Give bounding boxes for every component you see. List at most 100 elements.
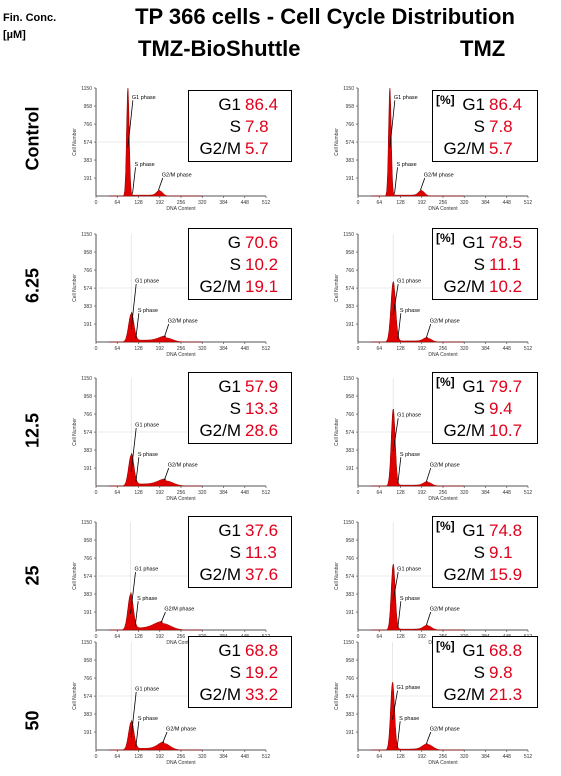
y-tick-label: 1150 <box>343 520 354 526</box>
x-tick-label: 384 <box>481 490 490 496</box>
histogram-panel: 191 383 574 766 958 1150 0 64 128 192 256 320 384 448… <box>334 376 533 502</box>
g1-annotation: G1 phase <box>397 413 421 419</box>
phase-stat-row: S 9.1 <box>433 542 537 564</box>
g1-annotation-arrow <box>130 428 137 473</box>
x-tick-label: 512 <box>262 754 271 760</box>
y-tick-label: 958 <box>346 250 355 256</box>
y-tick-label: 766 <box>346 412 355 418</box>
histogram-panel: 191 383 574 766 958 1150 0 64 128 192 256 320 384 448… <box>72 376 270 502</box>
phase-stat-row: G2/M 19.1 <box>189 276 291 298</box>
percent-unit: [%] <box>436 519 455 533</box>
x-tick-label: 0 <box>357 346 360 352</box>
g2m-annotation: G2/M phase <box>168 463 198 469</box>
x-tick-label: 448 <box>503 200 512 206</box>
phase-value: 19.2 <box>245 663 279 682</box>
x-tick-label: 512 <box>524 346 533 352</box>
y-axis-label: Cell Number <box>334 274 340 302</box>
phase-stat-row: G2/M 33.2 <box>189 684 291 706</box>
phase-name: G2/M <box>443 685 485 704</box>
x-tick-label: 64 <box>114 200 120 206</box>
x-axis-label: DNA Content <box>166 352 196 358</box>
y-tick-label: 958 <box>84 658 93 664</box>
g1-annotation-arrow <box>392 690 398 720</box>
s-annotation-arrow <box>397 601 402 628</box>
histogram-fill <box>109 311 203 343</box>
x-tick-label: 64 <box>376 490 382 496</box>
x-tick-label: 192 <box>156 634 165 640</box>
phase-value: 37.6 <box>245 565 279 584</box>
x-tick-label: 448 <box>241 754 250 760</box>
y-tick-label: 958 <box>346 104 355 110</box>
y-tick-label: 1150 <box>343 86 354 92</box>
phase-name: S <box>473 663 485 682</box>
phase-stat-row: S 13.3 <box>189 398 291 420</box>
histogram-fill <box>109 591 203 631</box>
phase-stat-row: G1 86.4 <box>189 94 291 116</box>
x-tick-label: 64 <box>114 754 120 760</box>
x-tick-label: 256 <box>177 634 186 640</box>
x-tick-label: 320 <box>198 200 207 206</box>
phase-stat-row: G2/M 28.6 <box>189 420 291 442</box>
phase-value: 9.8 <box>489 663 513 682</box>
x-tick-label: 0 <box>357 200 360 206</box>
g1-annotation: G1 phase <box>135 279 159 285</box>
s-annotation-arrow <box>394 167 398 194</box>
fin-conc-label: Fin. Conc. [µM] <box>3 10 83 44</box>
y-tick-label: 574 <box>346 140 355 146</box>
y-axis-label: Cell Number <box>72 418 78 446</box>
y-tick-label: 191 <box>84 730 93 736</box>
x-tick-label: 512 <box>524 490 533 496</box>
x-tick-label: 448 <box>503 346 512 352</box>
x-tick-label: 192 <box>418 634 427 640</box>
x-tick-label: 192 <box>156 754 165 760</box>
x-tick-label: 64 <box>376 346 382 352</box>
column-title-tmz-bioshuttle: TMZ-BioShuttle <box>138 36 301 61</box>
s-annotation: S phase <box>137 596 157 602</box>
y-tick-label: 574 <box>84 694 93 700</box>
phase-name: S <box>229 255 241 274</box>
y-axis-label: Cell Number <box>72 274 78 302</box>
y-tick-label: 574 <box>346 694 355 700</box>
phase-stats-box: [%] G1 79.7 S 9.4 G2/M 10.7 <box>432 372 538 444</box>
g2m-annotation: G2/M phase <box>424 173 454 179</box>
x-axis-label: DNA Content <box>428 352 458 358</box>
x-tick-label: 192 <box>156 490 165 496</box>
y-tick-label: 1150 <box>343 640 354 646</box>
g2m-annotation-arrow <box>164 323 170 338</box>
phase-stat-row: S 11.3 <box>189 542 291 564</box>
g2m-annotation: G2/M phase <box>430 319 460 325</box>
y-tick-label: 1150 <box>81 640 92 646</box>
x-tick-label: 64 <box>376 200 382 206</box>
y-axis-label: Cell Number <box>72 128 78 156</box>
phase-value: 68.8 <box>489 641 523 660</box>
phase-name: G1 <box>462 95 485 114</box>
histogram-fill <box>371 682 465 751</box>
phase-name: S <box>229 663 241 682</box>
phase-name: G1 <box>218 521 241 540</box>
histogram-panel: 191 383 574 766 958 1150 0 64 128 192 256 320 384 448… <box>334 640 532 766</box>
y-tick-label: 574 <box>346 286 355 292</box>
y-tick-label: 574 <box>346 574 355 580</box>
y-tick-label: 191 <box>346 322 355 328</box>
s-annotation-arrow <box>396 721 401 748</box>
phase-value: 7.8 <box>489 117 513 136</box>
phase-stat-row: G2/M 5.7 <box>189 138 291 160</box>
phase-name: G2/M <box>199 139 241 158</box>
x-tick-label: 128 <box>396 754 405 760</box>
y-tick-label: 191 <box>84 610 93 616</box>
phase-name: G2/M <box>443 421 485 440</box>
x-tick-label: 192 <box>418 346 427 352</box>
x-tick-label: 64 <box>376 634 382 640</box>
phase-stat-row: G1 57.9 <box>189 376 291 398</box>
histogram-fill <box>371 87 465 197</box>
histogram-panel: 191 383 574 766 958 1150 0 64 128 192 256 320 384 448… <box>334 232 533 358</box>
x-tick-label: 0 <box>95 754 98 760</box>
y-tick-label: 191 <box>84 322 93 328</box>
y-tick-label: 383 <box>84 712 93 718</box>
phase-stats-box: [%] G1 78.5 S 11.1 G2/M 10.2 <box>432 228 538 300</box>
g1-annotation-arrow <box>389 100 396 148</box>
y-tick-label: 1150 <box>81 86 92 92</box>
s-annotation-arrow <box>132 167 136 194</box>
x-tick-label: 64 <box>114 490 120 496</box>
phase-value: 15.9 <box>489 565 523 584</box>
